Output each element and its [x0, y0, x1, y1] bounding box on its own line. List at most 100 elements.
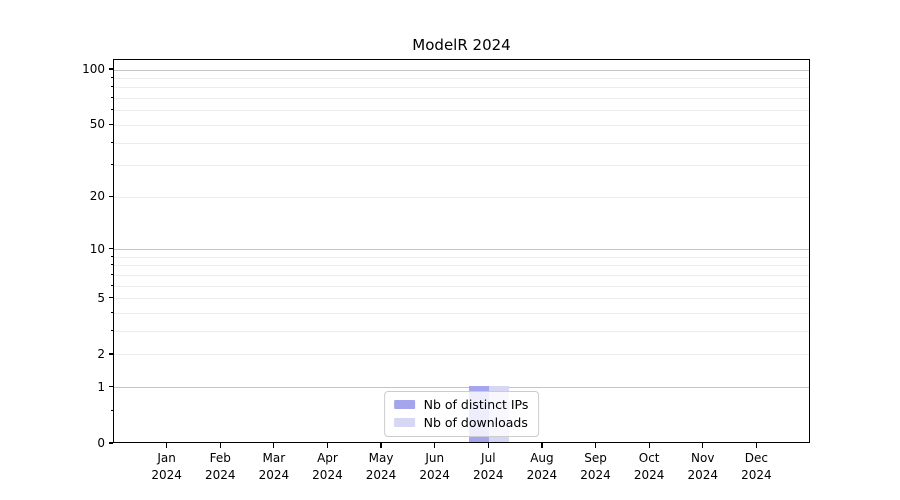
y-tick-label: 10 [89, 241, 105, 256]
x-tick-label: Aug 2024 [510, 450, 574, 484]
y-tick-mark [108, 68, 113, 70]
x-tick-month: Sep [584, 451, 607, 465]
x-tick-month: Jul [481, 451, 496, 465]
y-gridline-minor [114, 274, 809, 276]
x-tick-year: 2024 [473, 468, 504, 482]
x-tick-mark [755, 443, 757, 448]
legend-label-distinct-ips: Nb of distinct IPs [423, 397, 529, 412]
y-minor-tick-mark [110, 273, 113, 275]
y-gridline-minor [114, 265, 809, 267]
x-tick-year: 2024 [204, 468, 236, 482]
x-tick-year: 2024 [687, 468, 719, 482]
y-gridline-minor [114, 87, 809, 89]
x-tick-year: 2024 [312, 468, 343, 482]
y-gridline-major [114, 69, 809, 71]
y-minor-tick-mark [110, 409, 113, 411]
legend-swatch-downloads [393, 418, 415, 427]
x-tick-year: 2024 [741, 468, 772, 482]
x-tick-label: May 2024 [349, 450, 413, 484]
y-tick-label: 100 [82, 62, 105, 77]
x-tick-label: Jul 2024 [456, 450, 520, 484]
y-minor-tick-mark [110, 284, 113, 286]
y-gridline-minor [114, 98, 809, 100]
y-minor-tick-mark [110, 97, 113, 99]
x-tick-month: Aug [530, 451, 554, 465]
y-gridline-minor [114, 331, 809, 333]
x-tick-mark [702, 443, 704, 448]
x-tick-year: 2024 [258, 468, 290, 482]
x-tick-month: May [368, 451, 394, 465]
x-tick-mark [487, 443, 489, 448]
x-tick-label: Feb 2024 [188, 450, 252, 484]
y-gridline-major [114, 249, 809, 251]
y-tick-mark [108, 353, 113, 355]
legend-swatch-distinct-ips [393, 400, 415, 409]
x-tick-month: Nov [691, 451, 715, 465]
y-gridline-minor [114, 124, 809, 126]
x-tick-mark [326, 443, 329, 448]
y-tick-label: 50 [89, 117, 105, 132]
y-gridline-minor [114, 285, 809, 287]
x-tick-label: Apr 2024 [295, 450, 359, 484]
y-gridline-minor [114, 110, 809, 112]
x-tick-year: 2024 [419, 468, 450, 482]
y-minor-tick-mark [110, 264, 113, 266]
y-gridline-major [114, 387, 809, 389]
y-tick-mark [108, 248, 113, 250]
x-tick-month: Apr [317, 451, 338, 465]
x-tick-month: Dec [744, 451, 768, 465]
y-minor-tick-mark [110, 141, 113, 143]
x-tick-month: Jan [157, 451, 176, 465]
y-tick-mark [108, 123, 113, 125]
x-tick-label: Jan 2024 [135, 450, 199, 484]
chart-title: ModelR 2024 [412, 36, 511, 54]
x-tick-label: Dec 2024 [724, 450, 788, 484]
y-gridline-minor [114, 313, 809, 315]
legend-item-downloads: Nb of downloads [393, 415, 529, 430]
y-gridline-minor [114, 354, 809, 356]
y-minor-tick-mark [110, 330, 113, 332]
y-gridline-minor [114, 77, 809, 79]
y-minor-tick-mark [110, 86, 113, 88]
legend: Nb of distinct IPs Nb of downloads [383, 391, 540, 437]
y-minor-tick-mark [110, 109, 113, 111]
y-tick-mark [108, 195, 113, 197]
x-tick-month: Jun [425, 451, 445, 465]
y-minor-tick-mark [110, 76, 113, 78]
y-gridline-minor [114, 165, 809, 167]
x-tick-mark [434, 443, 436, 448]
x-tick-mark [380, 443, 382, 448]
x-tick-mark [219, 443, 221, 448]
y-tick-mark [108, 297, 113, 299]
y-gridline-minor [114, 142, 809, 144]
y-gridline-minor [114, 298, 809, 300]
y-tick-mark [108, 442, 113, 444]
y-tick-label: 0 [97, 436, 105, 450]
x-tick-year: 2024 [365, 468, 397, 482]
y-minor-tick-mark [110, 312, 113, 314]
x-tick-mark [541, 443, 543, 448]
x-tick-label: Nov 2024 [671, 450, 735, 484]
y-tick-label: 2 [97, 346, 105, 361]
y-minor-tick-mark [110, 255, 113, 257]
x-tick-year: 2024 [580, 468, 611, 482]
x-tick-mark [594, 443, 597, 448]
y-gridline-minor [114, 196, 809, 198]
legend-item-distinct-ips: Nb of distinct IPs [393, 397, 529, 412]
y-gridline-minor [114, 256, 809, 258]
y-minor-tick-mark [110, 164, 113, 166]
x-tick-label: Jun 2024 [403, 450, 467, 484]
y-tick-label: 5 [97, 290, 105, 305]
plot-area: Nb of distinct IPs Nb of downloads [113, 59, 810, 443]
x-tick-mark [273, 443, 275, 448]
x-tick-label: Mar 2024 [242, 450, 306, 484]
x-tick-mark [648, 443, 650, 448]
y-tick-mark [108, 386, 113, 388]
x-tick-mark [166, 443, 168, 448]
y-tick-label: 1 [97, 379, 105, 394]
x-tick-month: Feb [209, 451, 231, 465]
x-tick-year: 2024 [526, 468, 558, 482]
x-tick-month: Oct [638, 451, 660, 465]
y-tick-label: 20 [89, 189, 105, 204]
